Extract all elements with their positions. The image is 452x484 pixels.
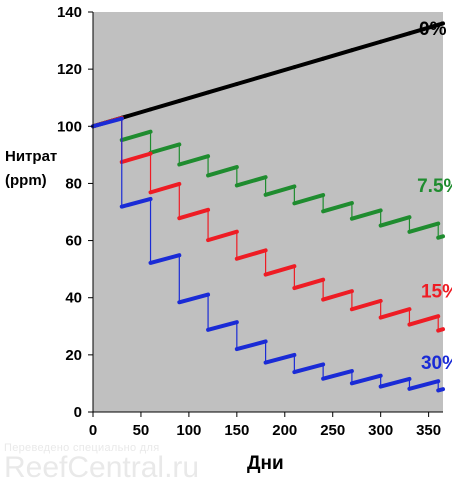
series-0-segment-16 <box>321 48 354 61</box>
series-2-segment-2 <box>119 151 153 165</box>
y-tick-label-0: 0 <box>74 404 82 421</box>
series-0-segment-4 <box>148 98 182 112</box>
series-0-segment-12 <box>263 65 297 78</box>
series-layer <box>91 21 445 393</box>
y-tick-label-6: 120 <box>57 61 82 78</box>
series-3-segment-2 <box>119 196 153 209</box>
x-tick-label-1: 50 <box>133 422 150 439</box>
series-3-segment-20 <box>378 376 412 389</box>
series-3-segment-24 <box>436 387 445 393</box>
series-3-segment-18 <box>349 373 383 386</box>
plot-area <box>93 12 443 412</box>
x-tick-label-5: 250 <box>320 422 345 439</box>
series-1-segment-6 <box>177 154 211 167</box>
series-1-segment-14 <box>292 193 326 206</box>
series-1-segment-8 <box>206 165 239 178</box>
series-3-segment-4 <box>148 253 182 265</box>
series-3-segment-14 <box>292 362 326 375</box>
series-2-segment-18 <box>349 298 383 312</box>
series-0 <box>91 21 445 129</box>
y-tick-label-5: 100 <box>57 118 82 135</box>
series-0-segment-2 <box>119 107 153 120</box>
series-2 <box>91 115 445 333</box>
series-2-segment-4 <box>148 181 182 195</box>
series-1-segment-10 <box>234 175 268 188</box>
series-label-layer: 0% 7.5% 15% 30% <box>417 19 452 374</box>
series-2-segment-24 <box>436 327 445 333</box>
series-label-1: 7.5% <box>417 176 452 197</box>
series-0-segment-24 <box>436 21 445 27</box>
series-label-2: 15% <box>421 282 452 303</box>
series-3-segment-8 <box>206 320 239 332</box>
x-tick-label-6: 300 <box>368 422 393 439</box>
series-1-segment-12 <box>263 184 297 197</box>
series-1-segment-22 <box>407 221 441 234</box>
series-2-segment-22 <box>407 314 441 327</box>
series-3-segment-10 <box>234 339 268 352</box>
series-2-segment-14 <box>292 277 326 291</box>
series-0-segment-8 <box>206 82 239 95</box>
tick-layer: 0 50 100 150 200 250 300 350 0 20 40 60 80 100 120 140 <box>57 4 441 439</box>
series-3 <box>91 116 445 393</box>
y-tick-label-2: 40 <box>65 290 82 307</box>
y-tick-label-4: 80 <box>65 175 82 192</box>
x-tick-label-0: 0 <box>89 422 97 439</box>
series-2-segment-20 <box>378 307 412 320</box>
y-tick-label-1: 20 <box>65 347 82 364</box>
x-tick-label-4: 200 <box>272 422 297 439</box>
y-axis-title-line2: (ppm) <box>5 172 47 189</box>
series-0-segment-20 <box>378 31 412 44</box>
y-tick-label-3: 60 <box>65 233 82 250</box>
series-3-segment-16 <box>321 369 354 381</box>
series-label-0: 0% <box>419 19 447 40</box>
series-label-3: 30% <box>421 353 452 374</box>
series-1-segment-24 <box>436 234 445 240</box>
series-1-segment-20 <box>378 215 412 228</box>
series-1-segment-16 <box>321 201 354 214</box>
series-0-segment-14 <box>292 56 326 70</box>
x-tick-label-7: 350 <box>416 422 441 439</box>
series-1-segment-2 <box>119 129 153 143</box>
series-3-segment-22 <box>407 379 441 391</box>
series-0-segment-6 <box>177 90 211 103</box>
series-3-segment-6 <box>177 292 211 305</box>
series-1-segment-4 <box>148 142 182 155</box>
series-2-segment-8 <box>206 229 239 243</box>
y-tick-label-7: 140 <box>57 4 82 21</box>
series-2-segment-10 <box>234 248 268 261</box>
x-tick-label-3: 150 <box>224 422 249 439</box>
series-3-segment-12 <box>263 352 297 365</box>
series-0-segment-10 <box>234 73 268 87</box>
series-2-segment-16 <box>321 289 354 302</box>
series-3-segment-0 <box>91 116 124 129</box>
series-2-segment-12 <box>263 264 297 277</box>
x-tick-label-2: 100 <box>176 422 201 439</box>
y-axis-title-line1: Нитрат <box>5 148 57 165</box>
series-2-segment-6 <box>177 207 211 221</box>
series-1-segment-18 <box>349 208 383 221</box>
x-axis-title: Дни <box>247 453 284 474</box>
series-0-segment-22 <box>407 22 441 36</box>
series-0-segment-18 <box>349 39 383 53</box>
